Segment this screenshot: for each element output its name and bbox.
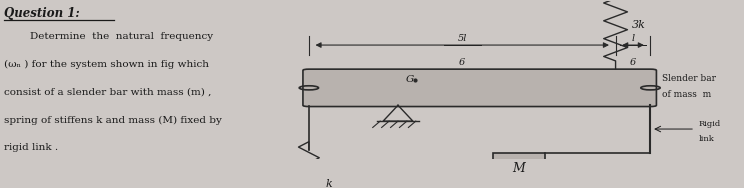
FancyBboxPatch shape [303, 69, 656, 107]
Text: 5l: 5l [458, 34, 467, 43]
Text: Slender bar: Slender bar [661, 74, 716, 83]
Text: Determine  the  natural  frequency: Determine the natural frequency [4, 32, 214, 41]
Text: Question 1:: Question 1: [4, 7, 80, 20]
Text: consist of a slender bar with mass (m) ,: consist of a slender bar with mass (m) , [4, 88, 212, 97]
Text: of mass  m: of mass m [661, 90, 711, 99]
Text: 3k: 3k [632, 20, 646, 30]
Text: rigid link .: rigid link . [4, 143, 59, 152]
Text: spring of stiffens k and mass (M) fixed by: spring of stiffens k and mass (M) fixed … [4, 116, 222, 125]
Text: 6: 6 [630, 58, 636, 67]
Text: M: M [513, 162, 525, 175]
Text: Rigid: Rigid [699, 120, 721, 128]
Text: l: l [632, 34, 635, 43]
Bar [493, 153, 545, 184]
Text: link: link [699, 135, 715, 143]
Text: 6: 6 [459, 58, 465, 67]
Text: G: G [405, 75, 414, 84]
Text: (ωₙ ) for the system shown in fig which: (ωₙ ) for the system shown in fig which [4, 60, 209, 69]
Text: k: k [325, 180, 332, 188]
